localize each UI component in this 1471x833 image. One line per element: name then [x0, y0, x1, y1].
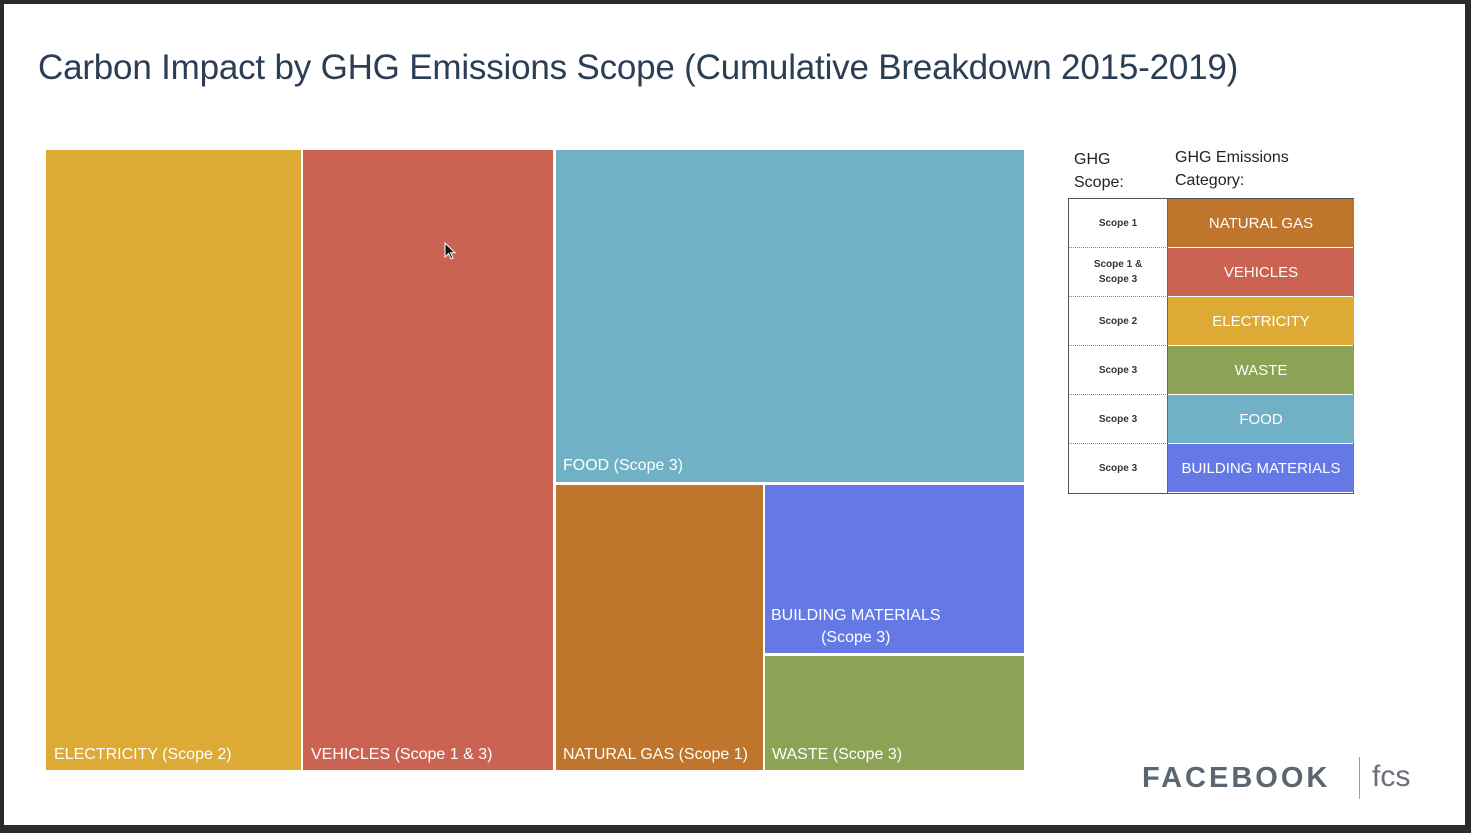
tile-natural-gas: NATURAL GAS (Scope 1)	[556, 485, 763, 770]
legend-row: Scope 3 FOOD	[1069, 395, 1354, 444]
legend-table: Scope 1 NATURAL GAS Scope 1 & Scope 3 VEH…	[1068, 198, 1354, 494]
tile-vehicles: VEHICLES (Scope 1 & 3)	[303, 150, 553, 770]
facebook-logo: FACEBOOK	[1142, 762, 1331, 794]
legend-category-cell: ELECTRICITY	[1168, 297, 1354, 345]
tile-label-vehicles: VEHICLES (Scope 1 & 3)	[311, 746, 493, 763]
legend-scope-text-2: Scope 3	[1098, 274, 1138, 285]
legend-category-header: GHG Emissions Category:	[1175, 146, 1289, 192]
tile-electricity: ELECTRICITY (Scope 2)	[46, 150, 301, 770]
tile-label-electricity: ELECTRICITY (Scope 2)	[54, 746, 232, 763]
legend-row: Scope 3 WASTE	[1069, 346, 1354, 395]
tile-food: FOOD (Scope 3)	[556, 150, 1024, 482]
legend-row: Scope 3 BUILDING MATERIALS	[1069, 444, 1354, 493]
tile-label-food: FOOD (Scope 3)	[563, 457, 684, 474]
tile-waste: WASTE (Scope 3)	[765, 656, 1024, 770]
legend-scope-header: GHG Scope:	[1074, 148, 1124, 194]
legend-scope-header-line2: Scope:	[1074, 174, 1124, 191]
legend-category-cell: FOOD	[1168, 395, 1354, 443]
legend-category-header-line1: GHG Emissions	[1175, 149, 1289, 166]
tile-label-building-materials-line1: BUILDING MATERIALS	[771, 607, 941, 624]
legend-row: Scope 2 ELECTRICITY	[1069, 297, 1354, 346]
logo-divider	[1359, 757, 1360, 799]
legend-scope-text: Scope 3	[1098, 463, 1138, 474]
legend-category-cell: NATURAL GAS	[1168, 199, 1354, 247]
legend-scope-text: Scope 1 &	[1093, 259, 1143, 270]
legend-scope-cell: Scope 1 & Scope 3	[1069, 248, 1168, 297]
legend-scope-text: Scope 3	[1098, 413, 1138, 425]
legend-scope-text: Scope 2	[1098, 315, 1138, 327]
treemap: ELECTRICITY (Scope 2) VEHICLES (Scope 1 …	[46, 150, 1024, 770]
tile-building-materials: BUILDING MATERIALS (Scope 3)	[765, 485, 1024, 653]
legend-category-cell: WASTE	[1168, 346, 1354, 394]
tile-label-waste: WASTE (Scope 3)	[772, 746, 903, 763]
tile-label-building-materials: BUILDING MATERIALS (Scope 3)	[771, 605, 941, 649]
legend-scope-cell: Scope 3	[1069, 444, 1168, 493]
legend-row: Scope 1 & Scope 3 VEHICLES	[1069, 248, 1354, 297]
chart-title: Carbon Impact by GHG Emissions Scope (Cu…	[38, 48, 1239, 87]
mouse-cursor-icon	[444, 242, 457, 260]
legend-category-header-line2: Category:	[1175, 172, 1245, 189]
legend-row: Scope 1 NATURAL GAS	[1069, 199, 1354, 248]
legend-scope-text: Scope 3	[1098, 364, 1138, 376]
legend-scope-header-line1: GHG	[1074, 151, 1111, 168]
legend-scope-cell: Scope 3	[1069, 395, 1168, 444]
legend-category-cell: BUILDING MATERIALS	[1168, 444, 1354, 492]
legend-scope-cell: Scope 2	[1069, 297, 1168, 346]
legend-scope-cell: Scope 1	[1069, 199, 1168, 248]
tile-label-natural-gas: NATURAL GAS (Scope 1)	[563, 746, 748, 763]
slide: Carbon Impact by GHG Emissions Scope (Cu…	[4, 4, 1465, 825]
legend-scope-cell: Scope 3	[1069, 346, 1168, 395]
fcs-logo: fcs	[1372, 760, 1411, 793]
legend-scope-text: Scope 1	[1098, 217, 1138, 229]
tile-label-building-materials-line2: (Scope 3)	[821, 629, 891, 646]
legend-category-cell: VEHICLES	[1168, 248, 1354, 296]
